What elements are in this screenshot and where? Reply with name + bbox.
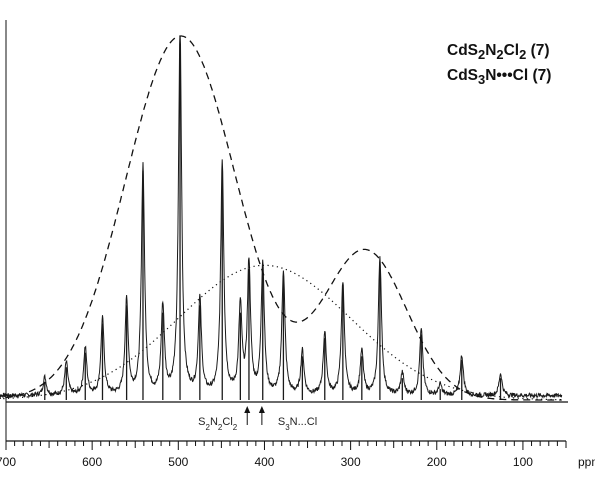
legend-entry: CdS3N•••Cl (7) xyxy=(447,67,552,88)
legend: CdS2N2Cl2 (7) CdS3N•••Cl (7) xyxy=(447,40,551,90)
x-axis-unit: ppm xyxy=(578,455,595,469)
dashed-envelope xyxy=(0,35,562,401)
x-tick-label: 600 xyxy=(82,455,102,469)
spectrum-trace xyxy=(0,35,563,399)
site-marker-label: S3N...Cl xyxy=(278,416,317,432)
x-tick-label: 300 xyxy=(341,455,361,469)
envelope-layer xyxy=(0,35,562,401)
site-marker-layer: S2N2Cl2 S3N...Cl xyxy=(6,401,568,432)
dotted-envelope xyxy=(0,264,562,401)
arrow-head xyxy=(258,406,265,413)
ppm-axis: 700 600 500 400 300 200 100 ppm xyxy=(0,20,595,469)
x-tick-label: 100 xyxy=(513,455,533,469)
x-tick-label: 700 xyxy=(0,455,16,469)
site-marker-label: S2N2Cl2 xyxy=(198,416,238,432)
x-tick-label: 500 xyxy=(168,455,188,469)
x-tick-label: 400 xyxy=(254,455,274,469)
spectrum-layer xyxy=(0,35,563,400)
legend-entry: CdS2N2Cl2 (7) xyxy=(447,42,550,63)
arrow-head xyxy=(244,406,251,413)
x-tick-label: 200 xyxy=(427,455,447,469)
